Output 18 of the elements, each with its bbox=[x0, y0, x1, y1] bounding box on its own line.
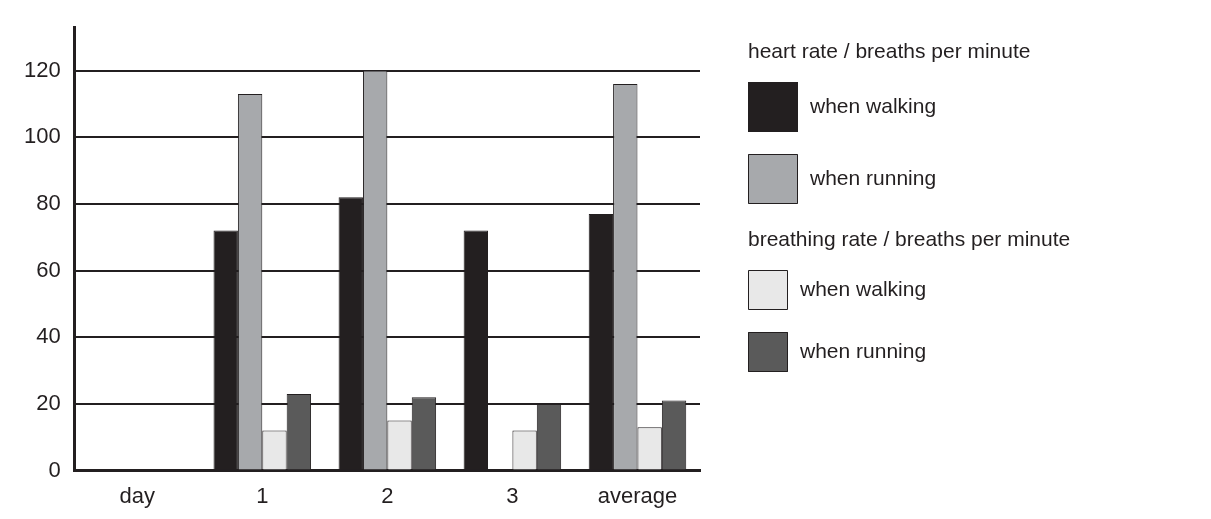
y-tick-label: 40 bbox=[36, 323, 61, 349]
legend-label: when running bbox=[809, 165, 937, 189]
y-tick-label: 80 bbox=[36, 189, 61, 215]
x-tick-label: day bbox=[119, 482, 155, 508]
y-tick-label: 0 bbox=[48, 456, 61, 482]
x-tick-label: average bbox=[597, 482, 678, 508]
x-tick-label: 2 bbox=[381, 482, 394, 508]
text: breathing rate / breaths per minute bbox=[748, 226, 1071, 250]
legend-label: when walking bbox=[799, 276, 927, 300]
y-tick-label: 20 bbox=[36, 389, 61, 415]
legend-label: when running bbox=[799, 338, 927, 362]
y-tick-label: 60 bbox=[36, 256, 61, 282]
y-tick-label: 120 bbox=[23, 56, 61, 82]
x-tick-label: 1 bbox=[256, 482, 269, 508]
legend-label: when walking bbox=[809, 93, 937, 117]
text: heart rate / breaths per minute bbox=[748, 38, 1031, 62]
y-tick-label: 100 bbox=[23, 123, 61, 149]
x-tick-label: 3 bbox=[506, 482, 519, 508]
